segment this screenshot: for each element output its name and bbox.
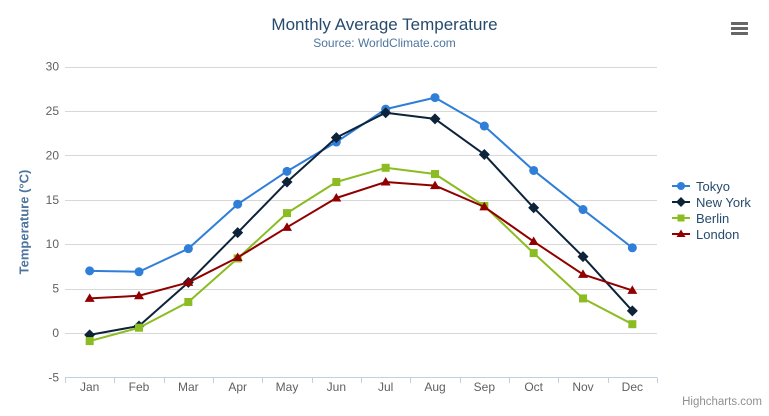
berlin-data-point[interactable] [579,294,587,303]
legend: Tokyo New York Berlin London [671,178,751,242]
x-axis-label: Mar [178,380,199,394]
berlin-data-point[interactable] [283,209,291,218]
tokyo-data-point[interactable] [282,166,292,176]
x-axis-label: Jun [327,380,346,394]
legend-item-label: Tokyo [696,178,730,194]
london-data-point[interactable] [282,222,292,231]
x-axis-label: Aug [424,380,445,394]
y-axis-label: 10 [46,237,60,251]
highcharts-credit-link[interactable]: Highcharts.com [682,396,762,408]
legend-item-label: New York [696,194,751,210]
circle-legend-marker[interactable] [677,182,685,190]
tokyo-data-point[interactable] [85,266,95,276]
y-axis-labels: -5 0 5 10 15 20 25 30 [46,60,60,385]
berlin-data-point[interactable] [381,163,390,172]
y-axis-title: Temperature (°C) [16,169,32,275]
y-axis-label: 20 [46,148,60,162]
legend-item-label: Berlin [696,210,730,226]
export-menu-button[interactable] [729,18,755,42]
x-axis-label: Jan [80,380,99,394]
y-axis-label: 25 [46,104,60,118]
circle-legend-marker-icon [672,182,690,190]
new-york-data-point[interactable] [429,113,441,125]
triangle-legend-marker[interactable] [676,229,686,238]
y-axis-label: 15 [46,193,60,207]
x-axis-label: Jul [378,380,393,394]
legend-item-london[interactable]: London [671,226,751,242]
london-data-point[interactable] [479,201,490,211]
square-legend-marker[interactable] [677,214,685,222]
new-york-data-point[interactable] [380,107,392,119]
new-york-data-point[interactable] [232,227,244,239]
new-york-data-point[interactable] [528,202,540,214]
series-berlin[interactable] [85,163,637,346]
london-data-point[interactable] [627,285,638,294]
x-axis [65,377,658,383]
berlin-data-point[interactable] [85,337,94,346]
berlin-data-point[interactable] [628,320,637,329]
y-axis-label: 30 [46,60,60,74]
new-york-data-point[interactable] [330,132,342,144]
tokyo-data-point[interactable] [578,205,588,215]
berlin-data-point[interactable] [135,323,143,332]
hamburger-icon [731,22,753,35]
x-axis-label: Sep [474,380,496,394]
chart-title: Monthly Average Temperature [271,15,498,34]
y-axis-label: -5 [48,371,59,385]
new-york-data-point[interactable] [577,251,589,263]
square-legend-marker-icon [672,214,690,222]
series-london[interactable] [84,177,638,302]
diamond-legend-marker-icon [672,197,690,207]
series-line-london [88,181,634,300]
legend-item-label: London [696,226,740,242]
series-line-new-york [88,111,634,336]
london-data-point[interactable] [84,293,95,302]
tokyo-data-point[interactable] [529,165,539,175]
london-data-point[interactable] [528,236,539,246]
legend-item-berlin[interactable]: Berlin [671,210,751,226]
new-york-data-point[interactable] [478,148,490,160]
tokyo-data-point[interactable] [627,243,637,253]
x-axis-label: Oct [524,380,543,394]
new-york-data-point[interactable] [281,176,293,188]
london-data-point[interactable] [430,180,440,190]
series-line-tokyo [88,96,634,273]
x-axis-labels: Jan Feb Mar Apr May Jun Jul Aug Sep Oct Nov Dec [80,380,643,394]
diamond-legend-marker[interactable] [676,197,686,207]
tokyo-data-point[interactable] [183,244,193,254]
tokyo-data-point[interactable] [479,121,489,131]
tokyo-data-point[interactable] [134,267,144,277]
berlin-data-point[interactable] [431,170,439,179]
x-axis-label: May [276,380,299,394]
tokyo-data-point[interactable] [233,199,243,209]
x-axis-label: Feb [129,380,150,394]
london-data-point[interactable] [380,177,391,186]
gridlines [65,67,657,334]
x-axis-label: Nov [572,380,593,394]
berlin-data-point[interactable] [184,297,193,306]
berlin-data-point[interactable] [332,178,341,187]
berlin-data-point[interactable] [529,249,538,258]
x-axis-label: Dec [622,380,643,394]
london-data-point[interactable] [578,269,588,278]
legend-item-new-york[interactable]: New York [671,194,751,210]
series-line-berlin [88,166,634,343]
x-axis-label: Apr [228,380,247,394]
london-data-point[interactable] [183,277,194,286]
london-data-point[interactable] [232,252,243,262]
series-new-york[interactable] [84,107,638,341]
london-data-point[interactable] [331,193,342,202]
new-york-data-point[interactable] [626,305,638,317]
london-data-point[interactable] [134,290,144,300]
chart-subtitle: Source: WorldClimate.com [313,36,456,50]
series-tokyo[interactable] [85,93,637,277]
y-axis-label: 5 [52,282,59,296]
tokyo-data-point[interactable] [430,93,440,103]
triangle-legend-marker-icon [672,229,690,238]
legend-item-tokyo[interactable]: Tokyo [671,178,751,194]
y-axis-label: 0 [52,326,59,340]
